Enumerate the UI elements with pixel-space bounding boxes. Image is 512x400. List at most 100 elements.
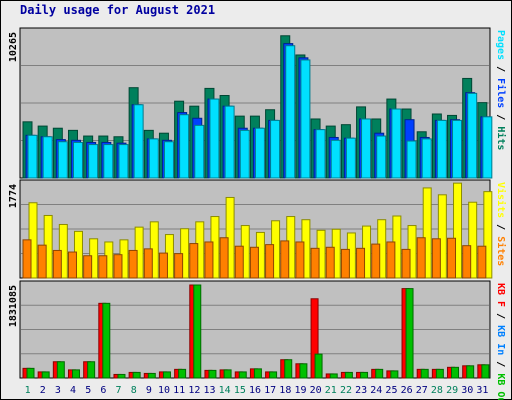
- sites-bar: [340, 248, 350, 279]
- pages-bar: [330, 139, 341, 179]
- kb_out-bar: [71, 369, 80, 379]
- sites-bar: [52, 249, 62, 279]
- sites-bar: [67, 251, 77, 279]
- top-ymax-label: 10265: [8, 32, 19, 62]
- pages-bar: [27, 134, 38, 179]
- pages-bar: [194, 124, 205, 179]
- x-tick-label: 25: [385, 385, 397, 396]
- x-tick-label: 5: [85, 385, 91, 396]
- kb_out-bar: [26, 367, 35, 379]
- sites-bar: [128, 249, 138, 279]
- sites-bar: [371, 243, 381, 279]
- x-tick-label: 10: [158, 385, 170, 396]
- pages-bar: [88, 144, 99, 179]
- kb_out-bar: [269, 371, 278, 379]
- pages-bar: [376, 135, 387, 179]
- sites-bar: [204, 241, 214, 279]
- kb_out-bar: [390, 370, 399, 379]
- kb_out-bar: [451, 366, 460, 379]
- chart-title: Daily usage for August 2021: [20, 3, 216, 17]
- pages-bar: [103, 144, 114, 179]
- middle-series-label-part: Visits: [495, 182, 507, 218]
- kb_out-bar: [193, 284, 202, 379]
- pages-bar: [406, 140, 417, 179]
- sites-bar: [462, 245, 472, 279]
- x-tick-label: 11: [173, 385, 185, 396]
- x-tick-label: 8: [131, 385, 137, 396]
- kb_out-bar: [284, 359, 293, 379]
- visits-bar: [483, 191, 493, 279]
- x-tick-label: 30: [461, 385, 473, 396]
- visits-bar: [422, 187, 432, 279]
- sites-bar: [356, 247, 366, 279]
- pages-bar: [270, 119, 281, 179]
- visits-bar: [437, 194, 447, 279]
- x-tick-label: 23: [355, 385, 367, 396]
- x-tick-label: 1: [25, 385, 31, 396]
- kb_out-bar: [299, 363, 308, 379]
- top-series-label-part: Pages: [495, 30, 506, 60]
- x-tick-label: 6: [100, 385, 106, 396]
- pages-bar: [133, 104, 144, 179]
- pages-bar: [72, 141, 83, 179]
- sites-bar: [22, 239, 32, 279]
- pages-bar: [254, 127, 265, 179]
- x-tick-label: 19: [294, 385, 306, 396]
- kb_out-bar: [147, 372, 156, 379]
- x-tick-label: 16: [249, 385, 261, 396]
- x-tick-label: 31: [476, 385, 488, 396]
- middle-series-label-part: Sites: [495, 236, 507, 266]
- kb_out-bar: [223, 369, 232, 379]
- sites-bar: [295, 241, 305, 279]
- pages-bar: [467, 92, 478, 179]
- sites-bar: [386, 241, 396, 279]
- x-tick-label: 22: [340, 385, 352, 396]
- kb_out-bar: [253, 368, 262, 379]
- x-tick-label: 21: [325, 385, 337, 396]
- sites-bar: [401, 248, 411, 279]
- x-tick-label: 12: [188, 385, 200, 396]
- kb_out-bar: [56, 361, 65, 379]
- x-tick-label: 15: [234, 385, 246, 396]
- kb_out-bar: [466, 365, 475, 379]
- pages-bar: [315, 129, 326, 179]
- x-tick-label: 4: [70, 385, 76, 396]
- kb_out-bar: [375, 368, 384, 379]
- sites-bar: [431, 238, 441, 279]
- kb_out-bar: [481, 364, 490, 379]
- kb_out-bar: [329, 373, 338, 379]
- x-tick-label: 18: [279, 385, 291, 396]
- kb_out-bar: [344, 371, 353, 379]
- pages-bar: [421, 138, 432, 179]
- sites-bar: [189, 243, 199, 279]
- kb_out-bar: [435, 368, 444, 379]
- pages-bar: [452, 119, 463, 179]
- pages-bar: [179, 114, 190, 179]
- kb_out-bar: [87, 361, 96, 379]
- bottom-series-label-part: KB Out: [495, 373, 506, 400]
- middle-ymax-label: 1774: [8, 184, 19, 208]
- pages-bar: [391, 108, 402, 179]
- x-tick-label: 9: [146, 385, 152, 396]
- kb_out-bar: [238, 371, 247, 379]
- x-tick-label: 2: [40, 385, 46, 396]
- sites-bar: [83, 255, 93, 279]
- x-tick-label: 7: [116, 385, 122, 396]
- bottom-series-label-part: /: [495, 355, 506, 373]
- pages-bar: [361, 118, 372, 179]
- pages-bar: [285, 45, 296, 179]
- middle-series-label-part: /: [495, 218, 506, 236]
- x-tick-label: 27: [416, 385, 428, 396]
- sites-bar: [265, 244, 275, 279]
- x-tick-label: 3: [55, 385, 61, 396]
- kb_out-bar: [208, 369, 217, 379]
- sites-bar: [234, 245, 244, 279]
- kb_out-bar: [162, 371, 171, 379]
- pages-bar: [436, 119, 447, 179]
- kb_out-bar: [41, 371, 50, 379]
- x-tick-label: 17: [264, 385, 276, 396]
- pages-bar: [224, 105, 235, 179]
- sites-bar: [143, 248, 153, 279]
- pages-bar: [148, 138, 159, 179]
- top-series-label-part: Hits: [495, 126, 507, 150]
